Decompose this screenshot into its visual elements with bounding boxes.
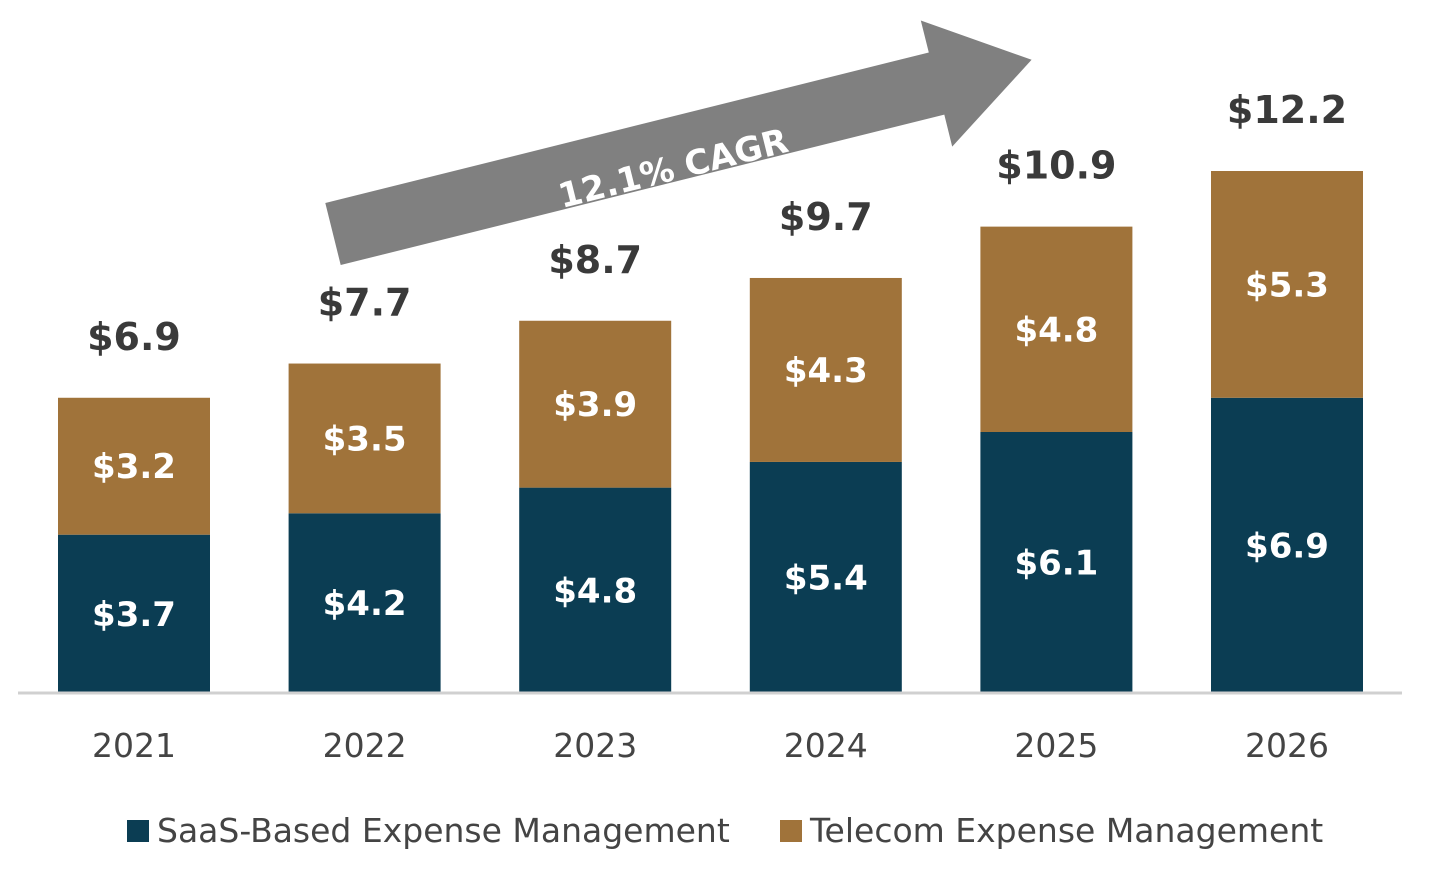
data-label-saas-2026: $6.9 <box>1245 526 1329 566</box>
data-label-telecom-2021: $3.2 <box>92 447 176 487</box>
data-label-telecom-2022: $3.5 <box>323 419 407 459</box>
total-label-2025: $10.9 <box>996 144 1116 188</box>
x-tick-2022: 2022 <box>323 726 407 765</box>
data-label-telecom-2024: $4.3 <box>784 351 868 391</box>
x-tick-2023: 2023 <box>553 726 637 765</box>
legend: SaaS-Based Expense Management Telecom Ex… <box>127 811 1323 850</box>
legend-label-saas: SaaS-Based Expense Management <box>157 811 730 850</box>
data-label-saas-2021: $3.7 <box>92 595 176 635</box>
bar-saas-2025 <box>980 432 1133 693</box>
data-label-telecom-2023: $3.9 <box>553 385 637 425</box>
bars-group: $3.7 $3.2 $6.9 $4.2 $3.5 $7.7 $4.8 $3.9 $8.7 $5.4… <box>58 88 1363 693</box>
data-label-telecom-2025: $4.8 <box>1014 310 1098 350</box>
legend-swatch-saas <box>127 820 149 842</box>
legend-label-telecom: Telecom Expense Management <box>809 811 1323 850</box>
x-tick-2025: 2025 <box>1014 726 1098 765</box>
bar-telecom-2026 <box>1211 171 1363 398</box>
total-label-2023: $8.7 <box>548 238 642 282</box>
x-tick-2026: 2026 <box>1245 726 1329 765</box>
total-label-2022: $7.7 <box>318 281 412 325</box>
data-label-saas-2022: $4.2 <box>323 584 407 624</box>
bar-saas-2022 <box>288 513 441 693</box>
bar-telecom-2024 <box>749 277 902 462</box>
data-label-saas-2025: $6.1 <box>1014 544 1098 584</box>
total-label-2026: $12.2 <box>1227 88 1347 132</box>
data-label-saas-2024: $5.4 <box>784 558 868 598</box>
cagr-annotation: 12.1% CAGR <box>325 20 1032 265</box>
bar-saas-2021 <box>58 534 210 693</box>
total-label-2021: $6.9 <box>87 315 181 359</box>
cagr-arrow <box>325 20 1032 265</box>
data-label-telecom-2026: $5.3 <box>1245 265 1329 305</box>
total-label-2024: $9.7 <box>779 195 873 239</box>
bar-telecom-2023 <box>519 320 672 488</box>
x-tick-2024: 2024 <box>784 726 868 765</box>
data-label-saas-2023: $4.8 <box>553 571 637 611</box>
bar-telecom-2022 <box>288 363 441 514</box>
bar-telecom-2021 <box>58 397 210 535</box>
bar-saas-2026 <box>1211 397 1363 693</box>
legend-swatch-telecom <box>780 820 802 842</box>
bar-saas-2023 <box>519 487 672 693</box>
bar-telecom-2025 <box>980 226 1133 432</box>
x-tick-2021: 2021 <box>92 726 176 765</box>
bar-saas-2024 <box>749 461 902 693</box>
x-tick-labels: 2021 2022 2023 2024 2025 2026 <box>92 726 1329 765</box>
